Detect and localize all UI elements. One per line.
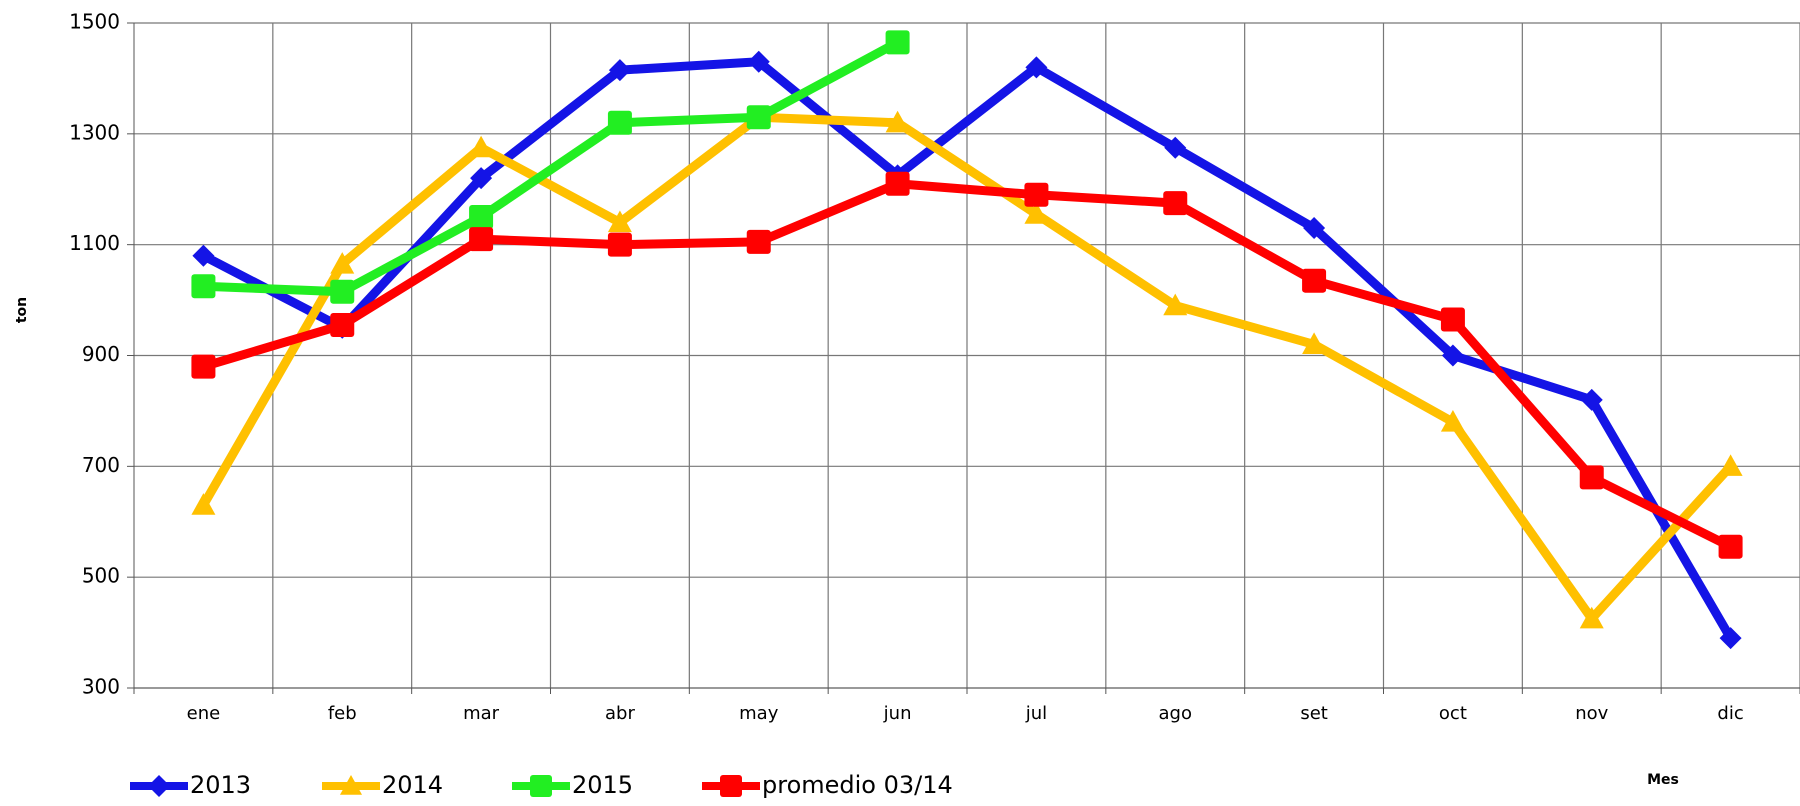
y-tick-label: 1300: [69, 120, 120, 144]
marker: [1579, 606, 1604, 629]
marker: [1440, 307, 1465, 332]
series-line: [202, 179, 1733, 551]
marker: [191, 354, 216, 379]
marker: [1441, 344, 1464, 367]
marker: [1163, 191, 1188, 216]
x-tick-label: nov: [1575, 703, 1608, 724]
x-tick-label: jun: [883, 703, 912, 724]
marker: [530, 775, 552, 797]
marker: [747, 50, 770, 73]
marker: [720, 775, 742, 797]
marker: [746, 229, 771, 254]
marker: [330, 313, 355, 338]
marker: [1440, 410, 1465, 432]
marker: [1302, 332, 1327, 355]
series-line: [199, 112, 1734, 624]
marker: [1163, 293, 1188, 316]
marker: [607, 210, 632, 233]
marker: [192, 244, 215, 267]
marker: [1302, 268, 1327, 293]
legend-label: 2013: [190, 771, 251, 799]
marker: [469, 204, 494, 229]
marker: [746, 105, 771, 130]
x-tick-label: ago: [1159, 703, 1192, 724]
y-tick-label: 1500: [69, 10, 120, 34]
series-line: [201, 57, 1735, 641]
marker: [330, 252, 355, 274]
x-axis-label: Mes: [1647, 772, 1679, 788]
marker: [1025, 56, 1048, 79]
marker: [340, 775, 362, 795]
marker: [1718, 534, 1743, 559]
marker: [330, 279, 355, 304]
marker: [1024, 182, 1049, 207]
y-tick-label: 300: [82, 675, 120, 699]
marker: [1580, 388, 1603, 411]
x-tick-label: ene: [187, 703, 221, 724]
legend-label: 2015: [572, 771, 633, 799]
x-tick-label: mar: [463, 703, 500, 724]
x-tick-label: feb: [328, 703, 357, 724]
marker: [469, 227, 494, 252]
x-tick-label: set: [1300, 703, 1328, 724]
y-tick-label: 900: [82, 342, 120, 366]
x-tick-label: oct: [1439, 703, 1467, 724]
marker: [1164, 136, 1187, 159]
marker: [470, 167, 493, 190]
legend-label: 2014: [382, 771, 443, 799]
series-line: [203, 38, 900, 297]
y-tick-label: 500: [82, 564, 120, 588]
marker: [1579, 465, 1604, 490]
marker: [191, 274, 216, 299]
x-tick-label: dic: [1717, 703, 1743, 724]
x-tick-label: jul: [1025, 703, 1047, 724]
marker: [608, 59, 631, 82]
marker: [1718, 454, 1743, 476]
marker: [191, 493, 216, 515]
marker: [607, 232, 632, 257]
y-tick-label: 1100: [69, 231, 120, 255]
legend-label: promedio 03/14: [762, 771, 953, 799]
marker: [1303, 217, 1326, 240]
marker: [148, 775, 170, 797]
marker: [607, 110, 632, 135]
y-tick-label: 700: [82, 453, 120, 477]
marker: [1024, 202, 1049, 224]
x-tick-label: may: [739, 703, 779, 724]
marker: [885, 110, 910, 133]
marker: [885, 30, 910, 55]
marker: [1719, 627, 1742, 650]
x-tick-label: abr: [605, 703, 635, 724]
marker: [469, 135, 494, 158]
y-axis-label: ton: [14, 297, 30, 323]
marker: [885, 171, 910, 196]
